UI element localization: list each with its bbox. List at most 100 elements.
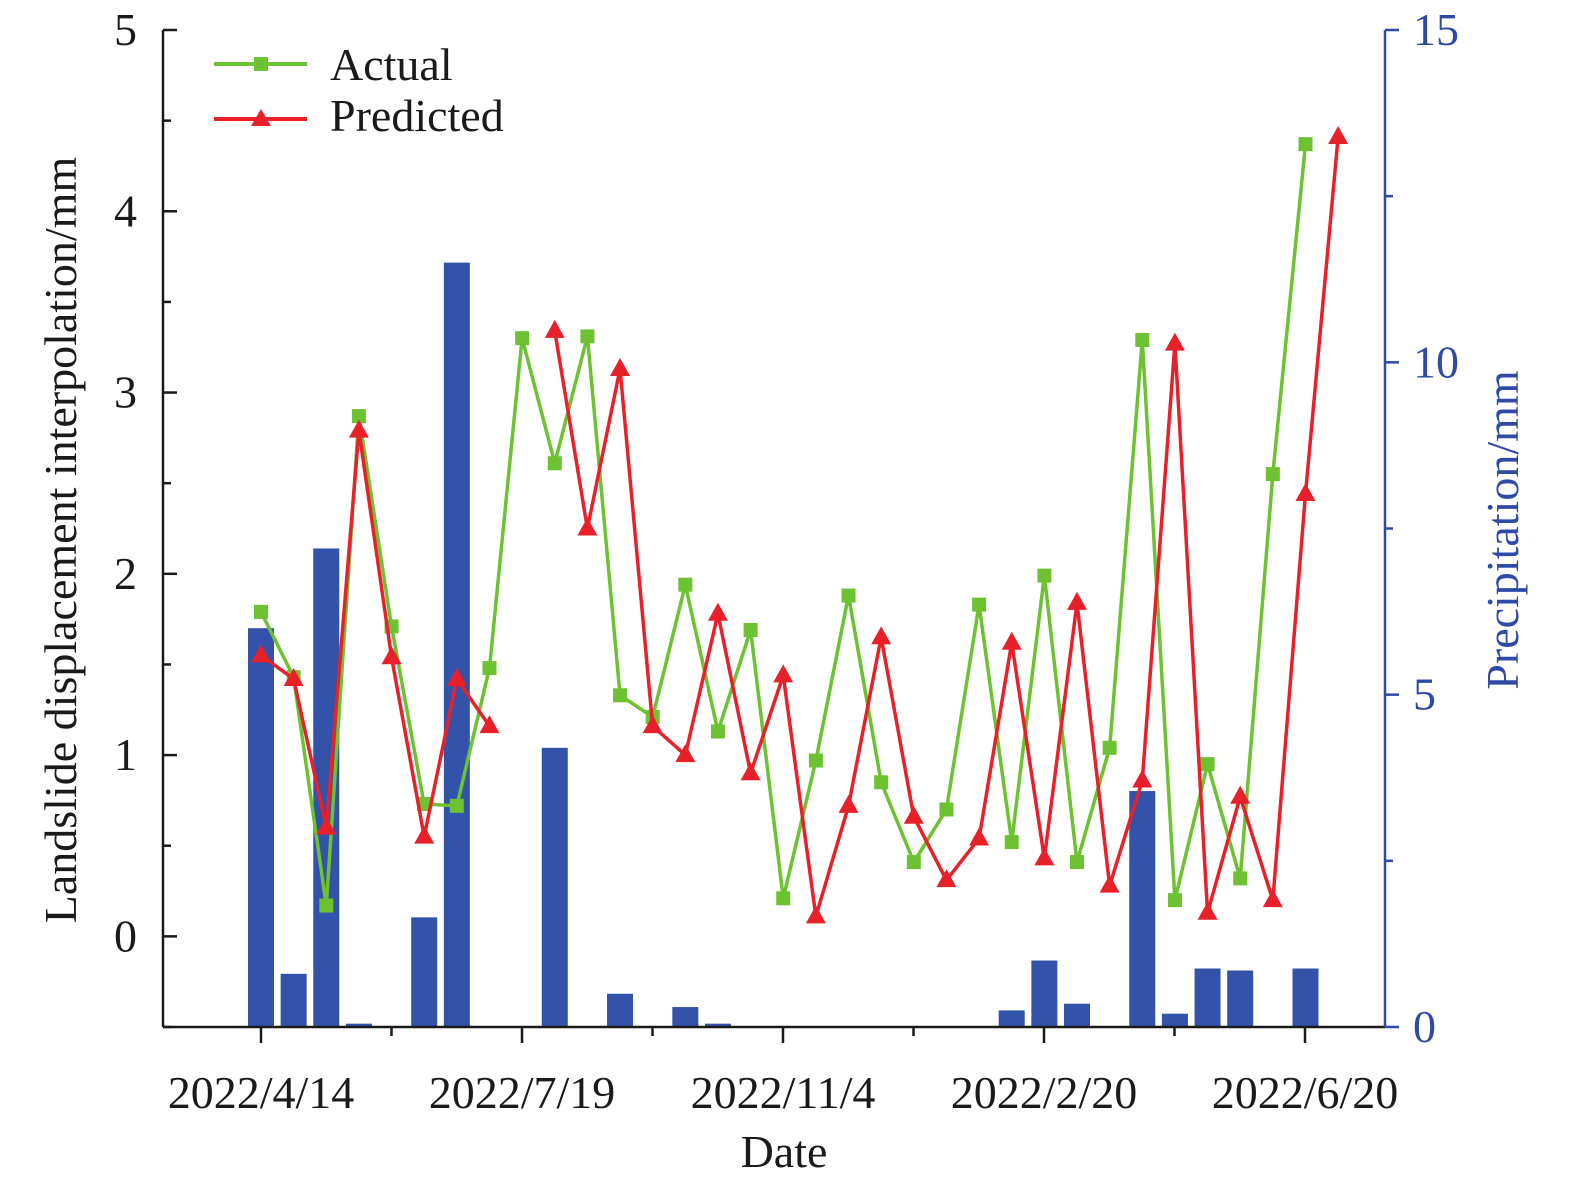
predicted-point	[348, 419, 369, 438]
actual-point	[319, 898, 334, 913]
actual-point	[776, 891, 791, 906]
precipitation-bar	[1194, 968, 1221, 1027]
predicted-point	[479, 715, 500, 734]
actual-point	[351, 409, 366, 424]
predicted-point	[316, 816, 337, 835]
actual-point	[449, 798, 464, 813]
predicted-point	[1197, 901, 1218, 920]
y-tick-label: 1	[114, 729, 137, 780]
actual-point	[1265, 467, 1280, 482]
precipitation-bar	[1161, 1013, 1188, 1027]
predicted-point	[740, 762, 761, 781]
predicted-point	[283, 667, 304, 686]
predicted-point	[1034, 847, 1055, 866]
actual-point	[1004, 835, 1019, 850]
legend-predicted-label: Predicted	[330, 90, 504, 141]
precipitation-bar	[1129, 791, 1156, 1027]
x-tick-label: 2022/4/14	[168, 1067, 355, 1118]
x-axis-title: Date	[741, 1126, 828, 1177]
precipitation-bar	[1031, 960, 1058, 1027]
tick-labels: 0 1 2 3 4 5 0 5 10 15 2022/4/14 2022/7/19 2022/11/4 2…	[114, 4, 1459, 1118]
predicted-point	[675, 744, 696, 763]
precipitation-bar	[1292, 968, 1319, 1027]
y-tick-label: 2	[114, 548, 137, 599]
legend-actual-label: Actual	[330, 39, 453, 90]
actual-point	[1233, 871, 1248, 886]
y-tick-label: 3	[114, 367, 137, 418]
y-tick-label: 5	[114, 4, 137, 55]
actual-point	[678, 577, 693, 592]
actual-point	[1037, 568, 1052, 583]
precipitation-bar	[411, 917, 438, 1027]
precipitation-bars	[248, 262, 1319, 1028]
actual-point	[1135, 332, 1150, 347]
actual-point	[580, 329, 595, 344]
precipitation-bar	[345, 1023, 372, 1027]
actual-point	[808, 753, 823, 768]
y2-axis-title: Precipitation/mm	[1477, 370, 1528, 690]
y-axis-title: Landslide displacement interpolation/mm	[35, 157, 86, 924]
y2-tick-label: 10	[1413, 336, 1459, 387]
predicted-point	[1164, 332, 1185, 351]
legend-predicted-marker	[251, 109, 271, 126]
actual-point	[710, 724, 725, 739]
series-lines	[251, 125, 1349, 924]
predicted-point	[251, 644, 271, 663]
legend-actual-marker	[254, 57, 268, 71]
precipitation-bar	[1064, 1003, 1090, 1027]
predicted-point	[446, 667, 467, 686]
axes	[161, 28, 1399, 1043]
predicted-line	[259, 428, 491, 839]
predicted-point	[903, 805, 924, 824]
predicted-point	[936, 869, 957, 888]
precipitation-bar	[1227, 970, 1254, 1027]
predicted-point	[1328, 125, 1349, 144]
predicted-point	[544, 319, 565, 338]
x-tick-label: 2022/7/19	[429, 1067, 616, 1118]
precipitation-bar	[704, 1023, 731, 1027]
actual-point	[1200, 757, 1215, 772]
predicted-point	[969, 827, 990, 846]
predicted-point	[838, 794, 859, 813]
predicted-point	[1132, 769, 1153, 788]
y-tick-label: 0	[114, 910, 137, 961]
predicted-point	[707, 602, 728, 621]
actual-point	[1070, 855, 1084, 870]
predicted-point	[577, 517, 598, 536]
y2-tick-label: 0	[1413, 1001, 1436, 1052]
precipitation-bar	[672, 1007, 699, 1027]
y2-tick-label: 15	[1413, 4, 1459, 55]
predicted-point	[1295, 483, 1316, 502]
x-tick-label: 2022/6/20	[1212, 1067, 1399, 1118]
actual-point	[939, 802, 954, 817]
predicted-point	[1262, 889, 1283, 908]
actual-point	[613, 688, 628, 703]
precipitation-bar	[541, 747, 568, 1027]
predicted-point	[610, 357, 631, 376]
predicted-point	[1001, 631, 1022, 650]
predicted-point	[642, 715, 663, 734]
actual-point	[841, 588, 856, 603]
legend: Actual Predicted	[214, 39, 504, 141]
actual-point	[874, 775, 889, 790]
actual-point	[417, 797, 432, 812]
actual-point	[254, 604, 268, 619]
precipitation-bar	[443, 262, 470, 1028]
predicted-point	[1067, 591, 1087, 610]
precipitation-bar	[280, 973, 307, 1027]
y-tick-label: 4	[114, 185, 137, 236]
precipitation-bar	[248, 628, 274, 1027]
predicted-point	[805, 905, 826, 924]
x-tick-label: 2022/2/20	[951, 1067, 1138, 1118]
actual-point	[1298, 137, 1313, 152]
predicted-point	[871, 626, 892, 645]
actual-point	[482, 661, 497, 676]
actual-point	[972, 597, 987, 612]
actual-point	[547, 456, 562, 471]
actual-point	[1167, 893, 1182, 908]
predicted-point	[414, 825, 435, 844]
actual-point	[1102, 740, 1117, 755]
actual-point	[906, 855, 921, 870]
actual-point	[515, 331, 530, 346]
